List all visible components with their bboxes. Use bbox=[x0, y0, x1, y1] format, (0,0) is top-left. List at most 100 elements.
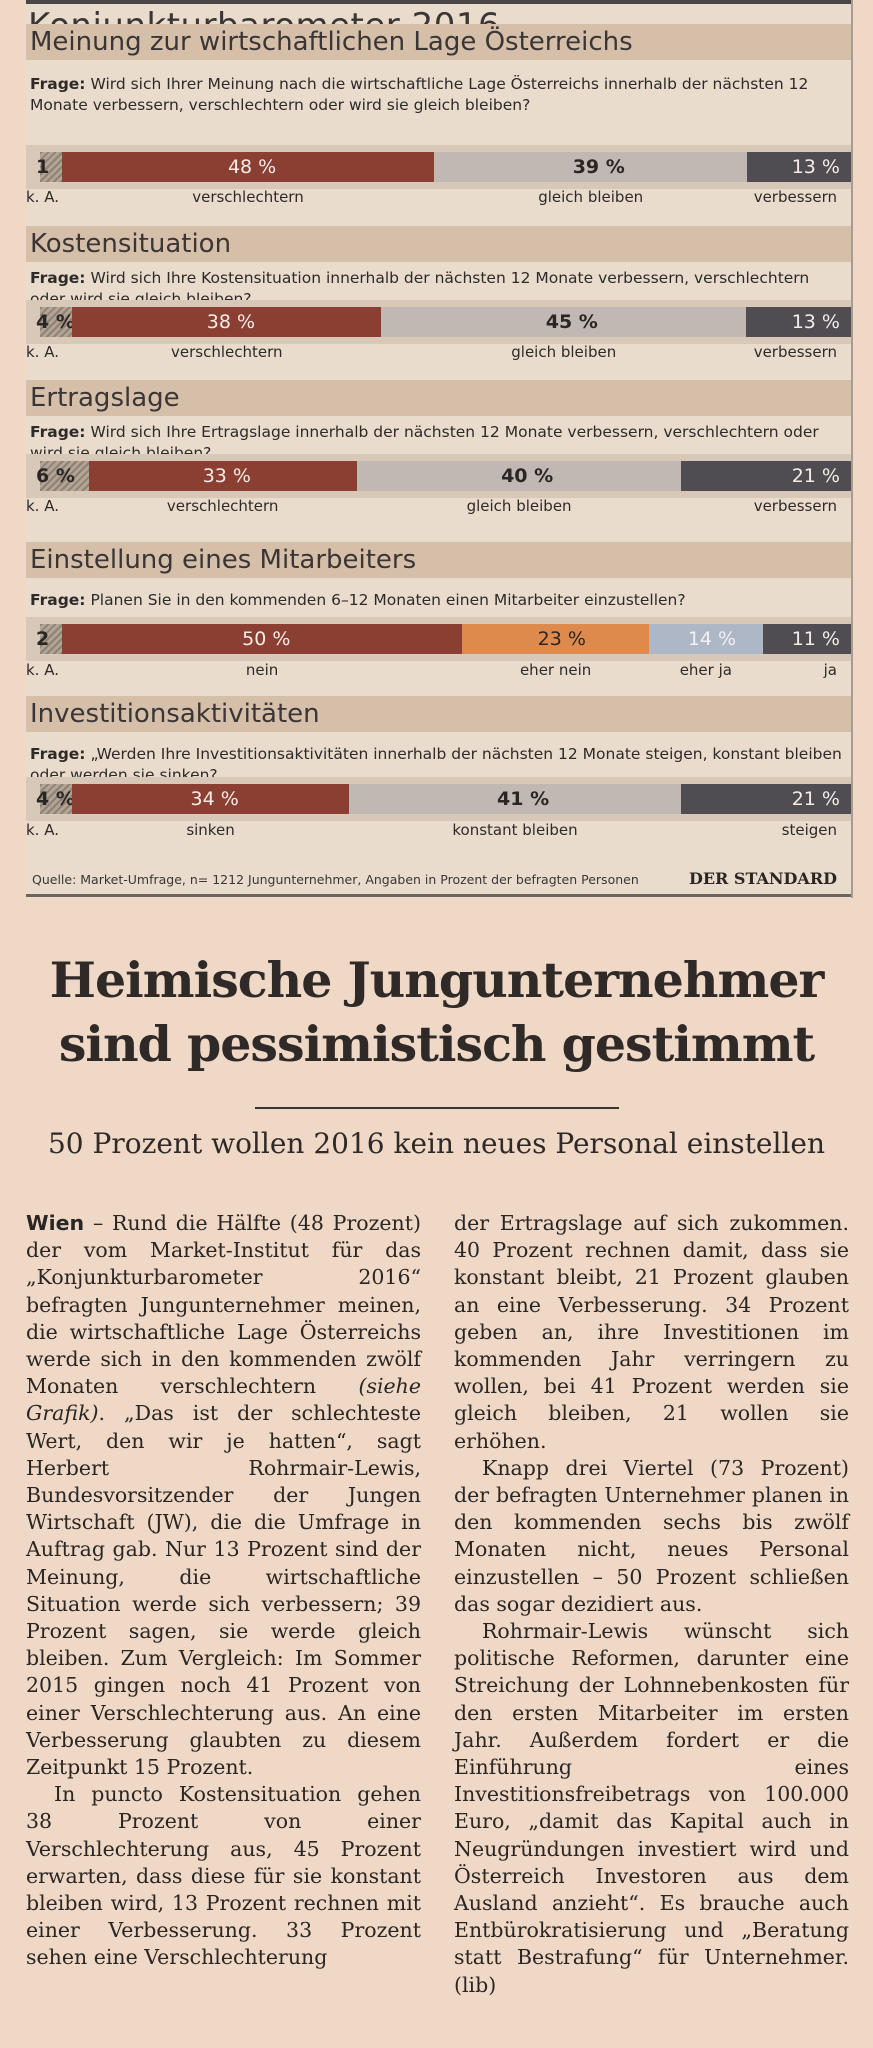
category-label: k. A. bbox=[26, 343, 59, 361]
bar-segment bbox=[40, 307, 73, 337]
section-band: Meinung zur wirtschaftlichen Lage Österr… bbox=[26, 24, 853, 60]
paragraph-text: – Rund die Hälfte (48 Prozent) der vom M… bbox=[26, 1211, 421, 1399]
data-label: 34 % bbox=[190, 788, 239, 810]
survey-graphic: Konjunkturbarometer 2016 Meinung zur wir… bbox=[26, 0, 853, 898]
data-label: 41 % bbox=[497, 788, 550, 810]
data-label: 4 % bbox=[36, 311, 75, 333]
paragraph: In puncto Kostensituation gehen 38 Proze… bbox=[26, 1782, 421, 1970]
category-label: ja bbox=[823, 661, 837, 679]
data-label: 33 % bbox=[202, 465, 251, 487]
bar-segment bbox=[40, 152, 62, 182]
paragraph: Rohrmair-Lewis wünscht sich politische R… bbox=[454, 1619, 849, 1997]
section-title: Ertragslage bbox=[30, 383, 180, 413]
category-label: gleich bleiben bbox=[511, 343, 617, 361]
data-label: 38 % bbox=[206, 311, 256, 333]
top-rule bbox=[26, 0, 853, 4]
question-label: Frage: bbox=[30, 269, 86, 287]
paragraph: Knapp drei Viertel (73 Prozent) der befr… bbox=[454, 1455, 849, 1616]
data-label: 45 % bbox=[545, 311, 598, 333]
paragraph: der Ertragslage auf sich zukommen. 40 Pr… bbox=[454, 1211, 849, 1453]
question-text: Frage: Wird sich Ihrer Meinung nach die … bbox=[30, 74, 848, 116]
section-title: Investitionsaktivitäten bbox=[30, 699, 320, 729]
data-label: 2 bbox=[36, 628, 50, 650]
subheadline: 50 Prozent wollen 2016 kein neues Person… bbox=[47, 1127, 826, 1160]
paragraph: Wien – Rund die Hälfte (48 Prozent) der … bbox=[26, 1210, 421, 1781]
bar-segment bbox=[462, 624, 649, 654]
bar-segment bbox=[433, 152, 748, 182]
question-body-text: Wird sich Ihrer Meinung nach die wirtsch… bbox=[30, 75, 809, 114]
category-label: verbessern bbox=[753, 497, 837, 515]
bar-segment bbox=[381, 307, 747, 337]
data-label: 14 % bbox=[687, 628, 737, 650]
bar-segment bbox=[40, 624, 62, 654]
category-label: k. A. bbox=[26, 497, 59, 515]
category-label: steigen bbox=[781, 821, 837, 839]
section-band: Einstellung eines Mitarbeiters bbox=[26, 542, 853, 578]
bar-segment bbox=[681, 784, 852, 814]
stacked-bar: 4 % 34 % 41 % 21 % bbox=[36, 784, 852, 814]
article-column-right: der Ertragslage auf sich zukommen. 40 Pr… bbox=[454, 1210, 849, 1999]
stacked-bar: 6 % 33 % 40 % 21 % bbox=[36, 461, 852, 491]
bar-segment bbox=[356, 461, 682, 491]
bar-segment bbox=[762, 624, 852, 654]
brand-logo: DER STANDARD bbox=[688, 869, 837, 888]
data-label: 21 % bbox=[791, 465, 840, 487]
data-label: 50 % bbox=[242, 628, 291, 650]
dateline: Wien bbox=[26, 1211, 85, 1235]
data-label: 21 % bbox=[791, 788, 840, 810]
data-label: 48 % bbox=[227, 156, 277, 178]
category-label: gleich bleiben bbox=[538, 188, 644, 206]
category-label: verschlechtern bbox=[166, 497, 279, 515]
bar-segment bbox=[72, 307, 382, 337]
category-label: verbessern bbox=[753, 343, 837, 361]
category-label: verschlechtern bbox=[192, 188, 304, 206]
category-label: sinken bbox=[186, 821, 235, 839]
data-label: 13 % bbox=[791, 311, 840, 333]
stacked-bar: 4 % 38 % 45 % 13 % bbox=[36, 307, 852, 337]
bar-segment bbox=[40, 784, 73, 814]
data-label: 40 % bbox=[501, 465, 554, 487]
bar-segment bbox=[681, 461, 852, 491]
section-band: Investitionsaktivitäten bbox=[26, 696, 853, 732]
data-label: 1 bbox=[36, 156, 50, 178]
data-label: 6 % bbox=[36, 465, 75, 487]
data-label: 13 % bbox=[791, 156, 840, 178]
section-title: Meinung zur wirtschaftlichen Lage Österr… bbox=[30, 27, 633, 57]
bar-segment bbox=[348, 784, 682, 814]
stacked-bar: 2 50 % 23 % 14 % 11 % bbox=[36, 624, 852, 654]
bar-segment bbox=[40, 461, 89, 491]
bar-segment bbox=[649, 624, 763, 654]
question-label: Frage: bbox=[30, 423, 86, 441]
category-label: verbessern bbox=[753, 188, 837, 206]
category-label: eher nein bbox=[519, 661, 592, 679]
data-label: 39 % bbox=[572, 156, 625, 178]
headline: Heimische Jungunternehmer sind pessimist… bbox=[30, 948, 843, 1076]
question-label: Frage: bbox=[30, 75, 86, 93]
category-label: konstant bleiben bbox=[452, 821, 578, 839]
stacked-bar: 1 48 % 39 % 13 % bbox=[36, 152, 852, 182]
category-label: k. A. bbox=[26, 821, 59, 839]
section-title: Kostensituation bbox=[30, 229, 232, 259]
category-label: nein bbox=[245, 661, 279, 679]
question-label: Frage: bbox=[30, 591, 86, 609]
headline-rule bbox=[255, 1107, 619, 1109]
section-band: Ertragslage bbox=[26, 380, 853, 416]
category-label: k. A. bbox=[26, 188, 59, 206]
section-band: Kostensituation bbox=[26, 226, 853, 262]
bar-segment bbox=[62, 624, 463, 654]
category-label: k. A. bbox=[26, 661, 59, 679]
bar-segment bbox=[747, 152, 852, 182]
bar-segment bbox=[746, 307, 852, 337]
paragraph-text: . „Das ist der schlechteste Wert, den wi… bbox=[26, 1401, 421, 1780]
graphic-reference: (siehe Grafik) bbox=[26, 1374, 421, 1426]
section-title: Einstellung eines Mitarbeiters bbox=[30, 545, 417, 575]
category-label: gleich bleiben bbox=[466, 497, 572, 515]
category-label: eher ja bbox=[679, 661, 732, 679]
headline-line-1: Heimische Jungunternehmer bbox=[49, 951, 825, 1009]
article-column-left: Wien – Rund die Hälfte (48 Prozent) der … bbox=[26, 1210, 421, 1972]
bar-segment bbox=[62, 152, 434, 182]
data-label: 23 % bbox=[537, 628, 586, 650]
bottom-rule bbox=[26, 894, 853, 897]
question-label: Frage: bbox=[30, 745, 86, 763]
source-note: Quelle: Market-Umfrage, n= 1212 Jungunte… bbox=[32, 872, 639, 887]
